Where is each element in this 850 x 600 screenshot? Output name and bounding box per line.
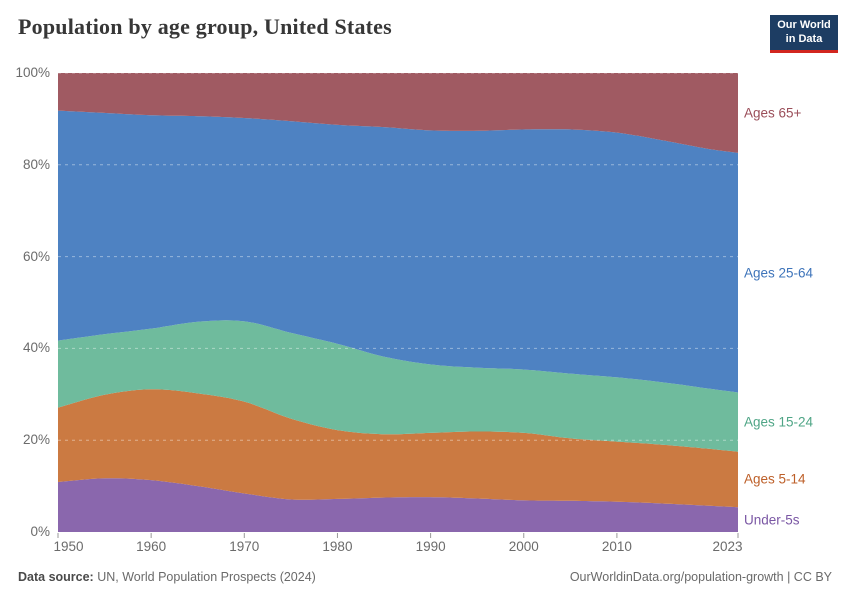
- data-source-value: UN, World Population Prospects (2024): [93, 570, 316, 584]
- area-band-under-5s[interactable]: [58, 478, 738, 532]
- page-title: Population by age group, United States: [18, 14, 392, 39]
- area-band-ages-65-[interactable]: [58, 73, 738, 153]
- owid-logo-text: Our World in Data: [777, 18, 831, 45]
- area-band-ages-15-24[interactable]: [58, 320, 738, 452]
- data-source-label: Data source:: [18, 570, 94, 584]
- area-band-ages-25-64[interactable]: [58, 110, 738, 393]
- owid-logo[interactable]: Our World in Data: [770, 15, 838, 53]
- chart-footer: Data source: UN, World Population Prospe…: [18, 570, 832, 584]
- credit-link[interactable]: OurWorldinData.org/population-growth | C…: [569, 570, 832, 584]
- data-source-note: Data source: UN, World Population Prospe…: [18, 570, 316, 584]
- area-band-ages-5-14[interactable]: [58, 389, 738, 508]
